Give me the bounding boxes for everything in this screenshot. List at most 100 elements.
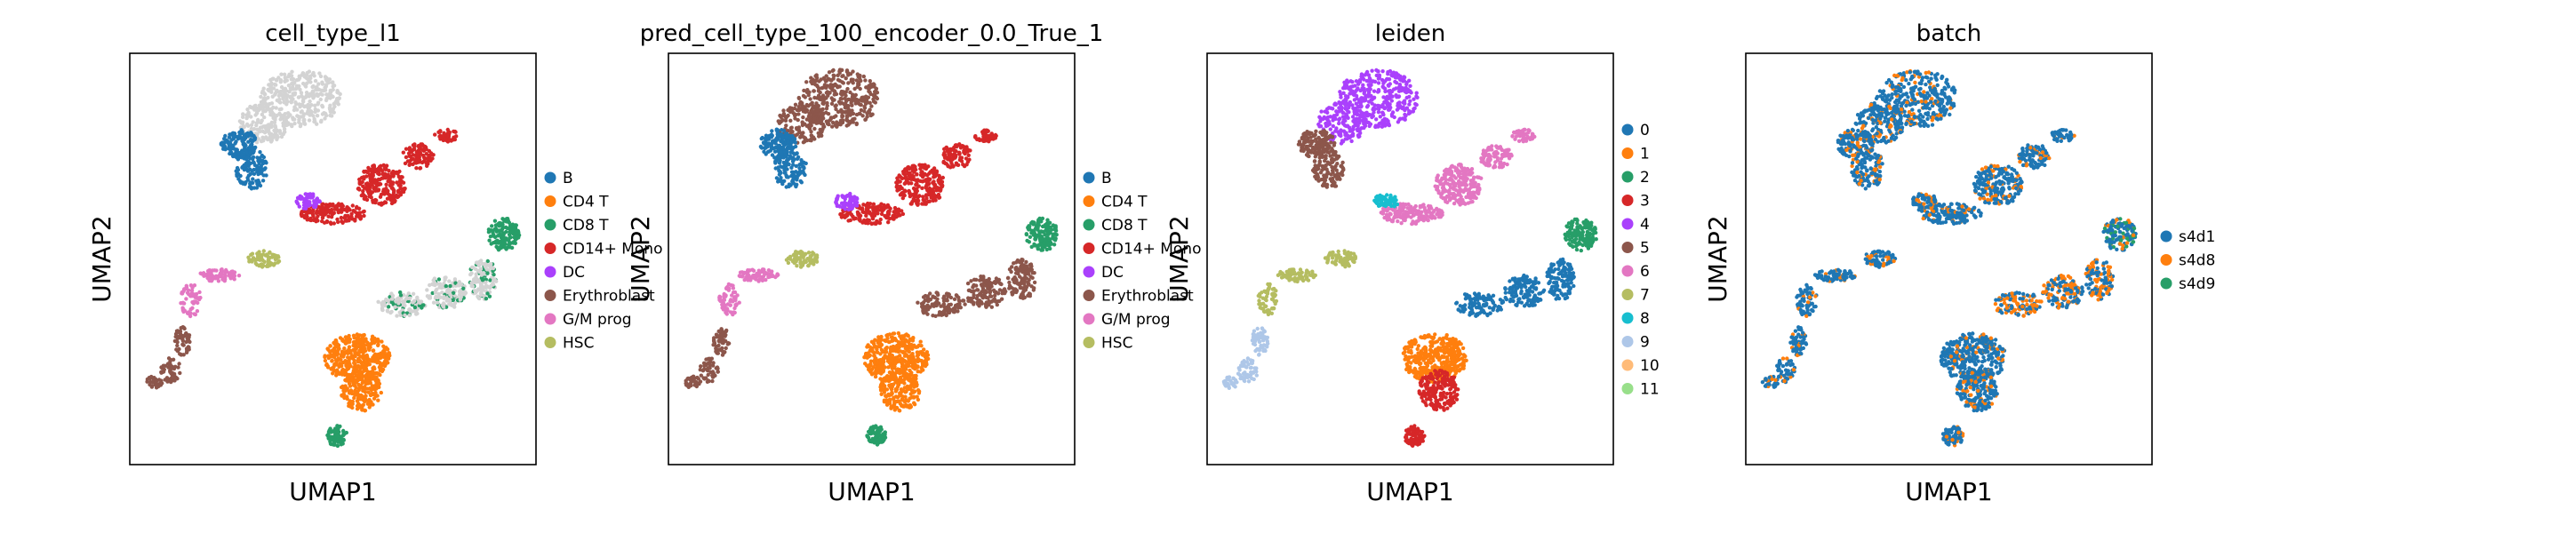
data-point <box>510 226 515 230</box>
data-point <box>249 131 253 135</box>
data-point <box>300 95 305 99</box>
data-point <box>766 137 772 141</box>
data-point <box>469 271 474 275</box>
data-point <box>802 165 806 170</box>
data-point <box>168 357 173 362</box>
legend-entry: CD4 T <box>544 194 609 211</box>
data-point <box>275 98 279 103</box>
data-point <box>252 107 257 112</box>
data-point <box>911 186 916 191</box>
data-point <box>470 284 476 289</box>
data-point <box>807 114 812 119</box>
data-point <box>922 166 927 171</box>
data-point <box>764 144 769 148</box>
data-point <box>1024 259 1028 265</box>
data-point <box>376 166 380 171</box>
data-point <box>445 289 451 293</box>
data-point <box>932 295 938 300</box>
data-point <box>180 353 184 357</box>
data-point <box>330 367 335 371</box>
data-point <box>276 260 280 265</box>
data-point <box>1027 278 1031 282</box>
data-point <box>505 226 509 230</box>
data-point <box>379 192 384 197</box>
data-point <box>274 90 278 94</box>
data-point <box>364 377 368 381</box>
data-point <box>323 75 328 79</box>
data-point <box>797 107 802 113</box>
data-point <box>972 277 977 282</box>
data-point <box>809 123 813 128</box>
data-point <box>176 365 180 370</box>
data-point <box>294 199 299 203</box>
data-point <box>1053 225 1058 230</box>
data-point <box>251 120 255 124</box>
data-point <box>900 211 906 217</box>
data-point <box>803 95 807 99</box>
data-point <box>856 81 861 86</box>
data-point <box>892 205 898 211</box>
data-point <box>430 156 435 161</box>
legend-label: G/M prog <box>563 311 632 329</box>
data-point <box>245 107 250 112</box>
data-point <box>820 127 825 131</box>
data-point <box>812 89 816 93</box>
data-point <box>840 212 844 217</box>
data-point <box>699 373 703 378</box>
data-point <box>927 199 932 203</box>
data-point <box>781 155 786 160</box>
data-point <box>313 103 317 108</box>
data-point <box>391 171 396 175</box>
data-point <box>721 341 725 346</box>
data-point <box>704 357 708 362</box>
data-point <box>492 273 496 277</box>
data-point <box>283 79 287 84</box>
data-point <box>512 235 516 240</box>
legend-entry: B <box>544 170 573 187</box>
data-point <box>388 195 394 200</box>
data-point <box>917 163 922 167</box>
data-point <box>270 113 275 118</box>
data-point <box>414 152 420 156</box>
data-point <box>490 228 494 233</box>
data-point <box>474 272 478 276</box>
data-point <box>320 80 324 84</box>
data-point <box>249 115 253 119</box>
data-point <box>944 162 949 166</box>
data-point <box>785 159 789 163</box>
data-point <box>340 351 345 355</box>
data-point <box>985 281 989 285</box>
data-point <box>861 74 866 79</box>
data-point <box>818 107 822 112</box>
data-point <box>413 158 418 163</box>
data-point <box>236 150 241 155</box>
data-point <box>331 80 335 84</box>
data-point <box>720 329 724 334</box>
data-point <box>993 293 997 298</box>
data-point <box>340 367 345 372</box>
data-point <box>932 179 936 184</box>
data-point <box>205 275 210 281</box>
data-point <box>228 272 232 276</box>
data-point <box>1032 271 1036 275</box>
data-point <box>904 178 909 182</box>
data-point <box>501 232 506 236</box>
data-point <box>803 259 808 264</box>
data-point <box>864 213 868 218</box>
data-point <box>914 189 918 195</box>
data-point <box>915 172 919 177</box>
data-point <box>794 183 798 188</box>
data-point <box>796 256 801 260</box>
data-point <box>947 292 952 297</box>
data-point <box>298 123 303 129</box>
data-point <box>462 290 468 294</box>
data-point <box>445 297 451 301</box>
data-point <box>854 99 860 104</box>
data-point <box>784 134 789 139</box>
data-point <box>258 155 262 160</box>
data-point <box>260 125 264 130</box>
data-point <box>766 141 772 146</box>
data-point <box>442 294 446 299</box>
data-point <box>836 203 842 209</box>
data-point <box>340 434 346 438</box>
